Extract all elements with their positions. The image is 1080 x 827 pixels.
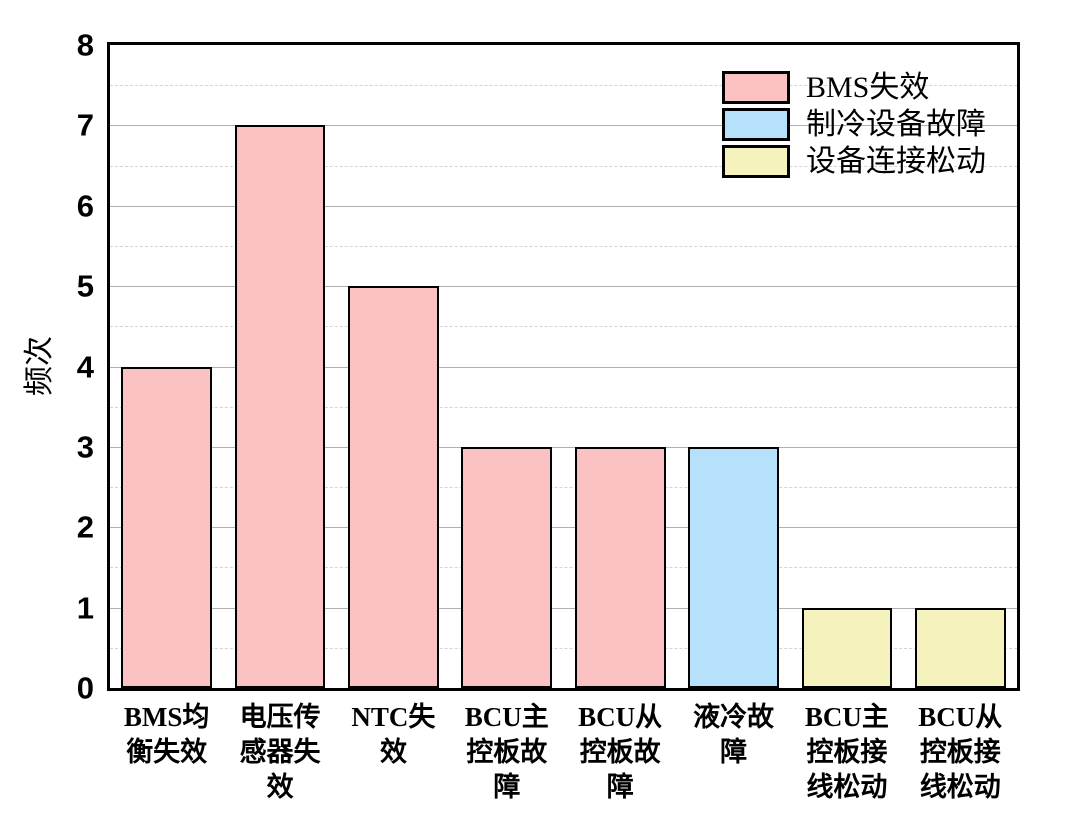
x-tick-label-BCU从控板接线松动: BCU从 控板接 线松动	[918, 702, 1003, 802]
x-tick-label-BCU主控板故障: BCU主 控板故 障	[464, 702, 549, 802]
minor-gridline-5.5	[110, 245, 1017, 247]
bar-BCU主控板故障	[461, 446, 553, 688]
legend-swatch-BMS失效	[722, 71, 790, 104]
minor-gridline-1.5	[110, 567, 1017, 569]
x-tick-label-液冷故障: 液冷故 障	[693, 702, 775, 767]
x-tick-label-电压传感器失效: 电压传 感器失 效	[239, 702, 321, 802]
major-gridline-3	[110, 446, 1017, 448]
y-tick-label-7: 7	[76, 107, 94, 143]
x-tick-label-BMS均衡失效: BMS均 衡失效	[123, 702, 210, 767]
legend-label-制冷设备故障: 制冷设备故障	[806, 108, 986, 141]
legend-row-BMS失效: BMS失效	[722, 71, 986, 104]
major-gridline-6	[110, 205, 1017, 207]
minor-gridline-7.5	[110, 85, 1017, 87]
legend-label-BMS失效: BMS失效	[806, 71, 930, 104]
major-gridline-5	[110, 286, 1017, 288]
y-tick-label-8: 8	[76, 27, 94, 63]
bar-BCU从控板接线松动	[914, 607, 1006, 688]
bar-液冷故障	[688, 446, 779, 688]
y-tick-label-1: 1	[76, 590, 94, 626]
plot-area: BMS失效制冷设备故障 设备连接松动	[107, 42, 1020, 691]
bar-BMS均衡失效	[121, 366, 213, 688]
minor-gridline-6.5	[110, 165, 1017, 167]
legend-row-制冷设备故障: 制冷设备故障	[722, 108, 986, 141]
y-tick-label-5: 5	[76, 268, 94, 304]
major-gridline-4	[110, 366, 1017, 368]
bar-BCU从控板故障	[574, 446, 666, 688]
legend-row-设备连接松动: 设备连接松动	[722, 145, 986, 178]
x-tick-label-NTC失效: NTC失 效	[351, 702, 436, 767]
major-gridline-2	[110, 527, 1017, 529]
minor-gridline-2.5	[110, 487, 1017, 489]
minor-gridline-3.5	[110, 406, 1017, 408]
legend-swatch-设备连接松动	[722, 145, 790, 178]
bar-BCU主控板接线松动	[801, 607, 893, 688]
legend-swatch-制冷设备故障	[722, 108, 790, 141]
y-tick-label-2: 2	[76, 509, 94, 545]
minor-gridline-4.5	[110, 326, 1017, 328]
bar-电压传感器失效	[234, 125, 326, 688]
major-gridline-7	[110, 125, 1017, 127]
y-tick-label-6: 6	[76, 188, 94, 224]
bar-NTC失效	[348, 286, 439, 688]
legend-label-设备连接松动: 设备连接松动	[806, 145, 986, 178]
minor-gridline-0.5	[110, 647, 1017, 649]
y-tick-label-3: 3	[76, 429, 94, 465]
y-tick-label-4: 4	[76, 349, 94, 384]
x-tick-label-BCU主控板接线松动: BCU主 控板接 线松动	[804, 702, 889, 802]
y-tick-label-0: 0	[76, 670, 94, 706]
legend: BMS失效制冷设备故障 设备连接松动	[722, 71, 986, 182]
x-tick-label-BCU从控板故障: BCU从 控板故 障	[578, 702, 663, 802]
major-gridline-1	[110, 607, 1017, 609]
